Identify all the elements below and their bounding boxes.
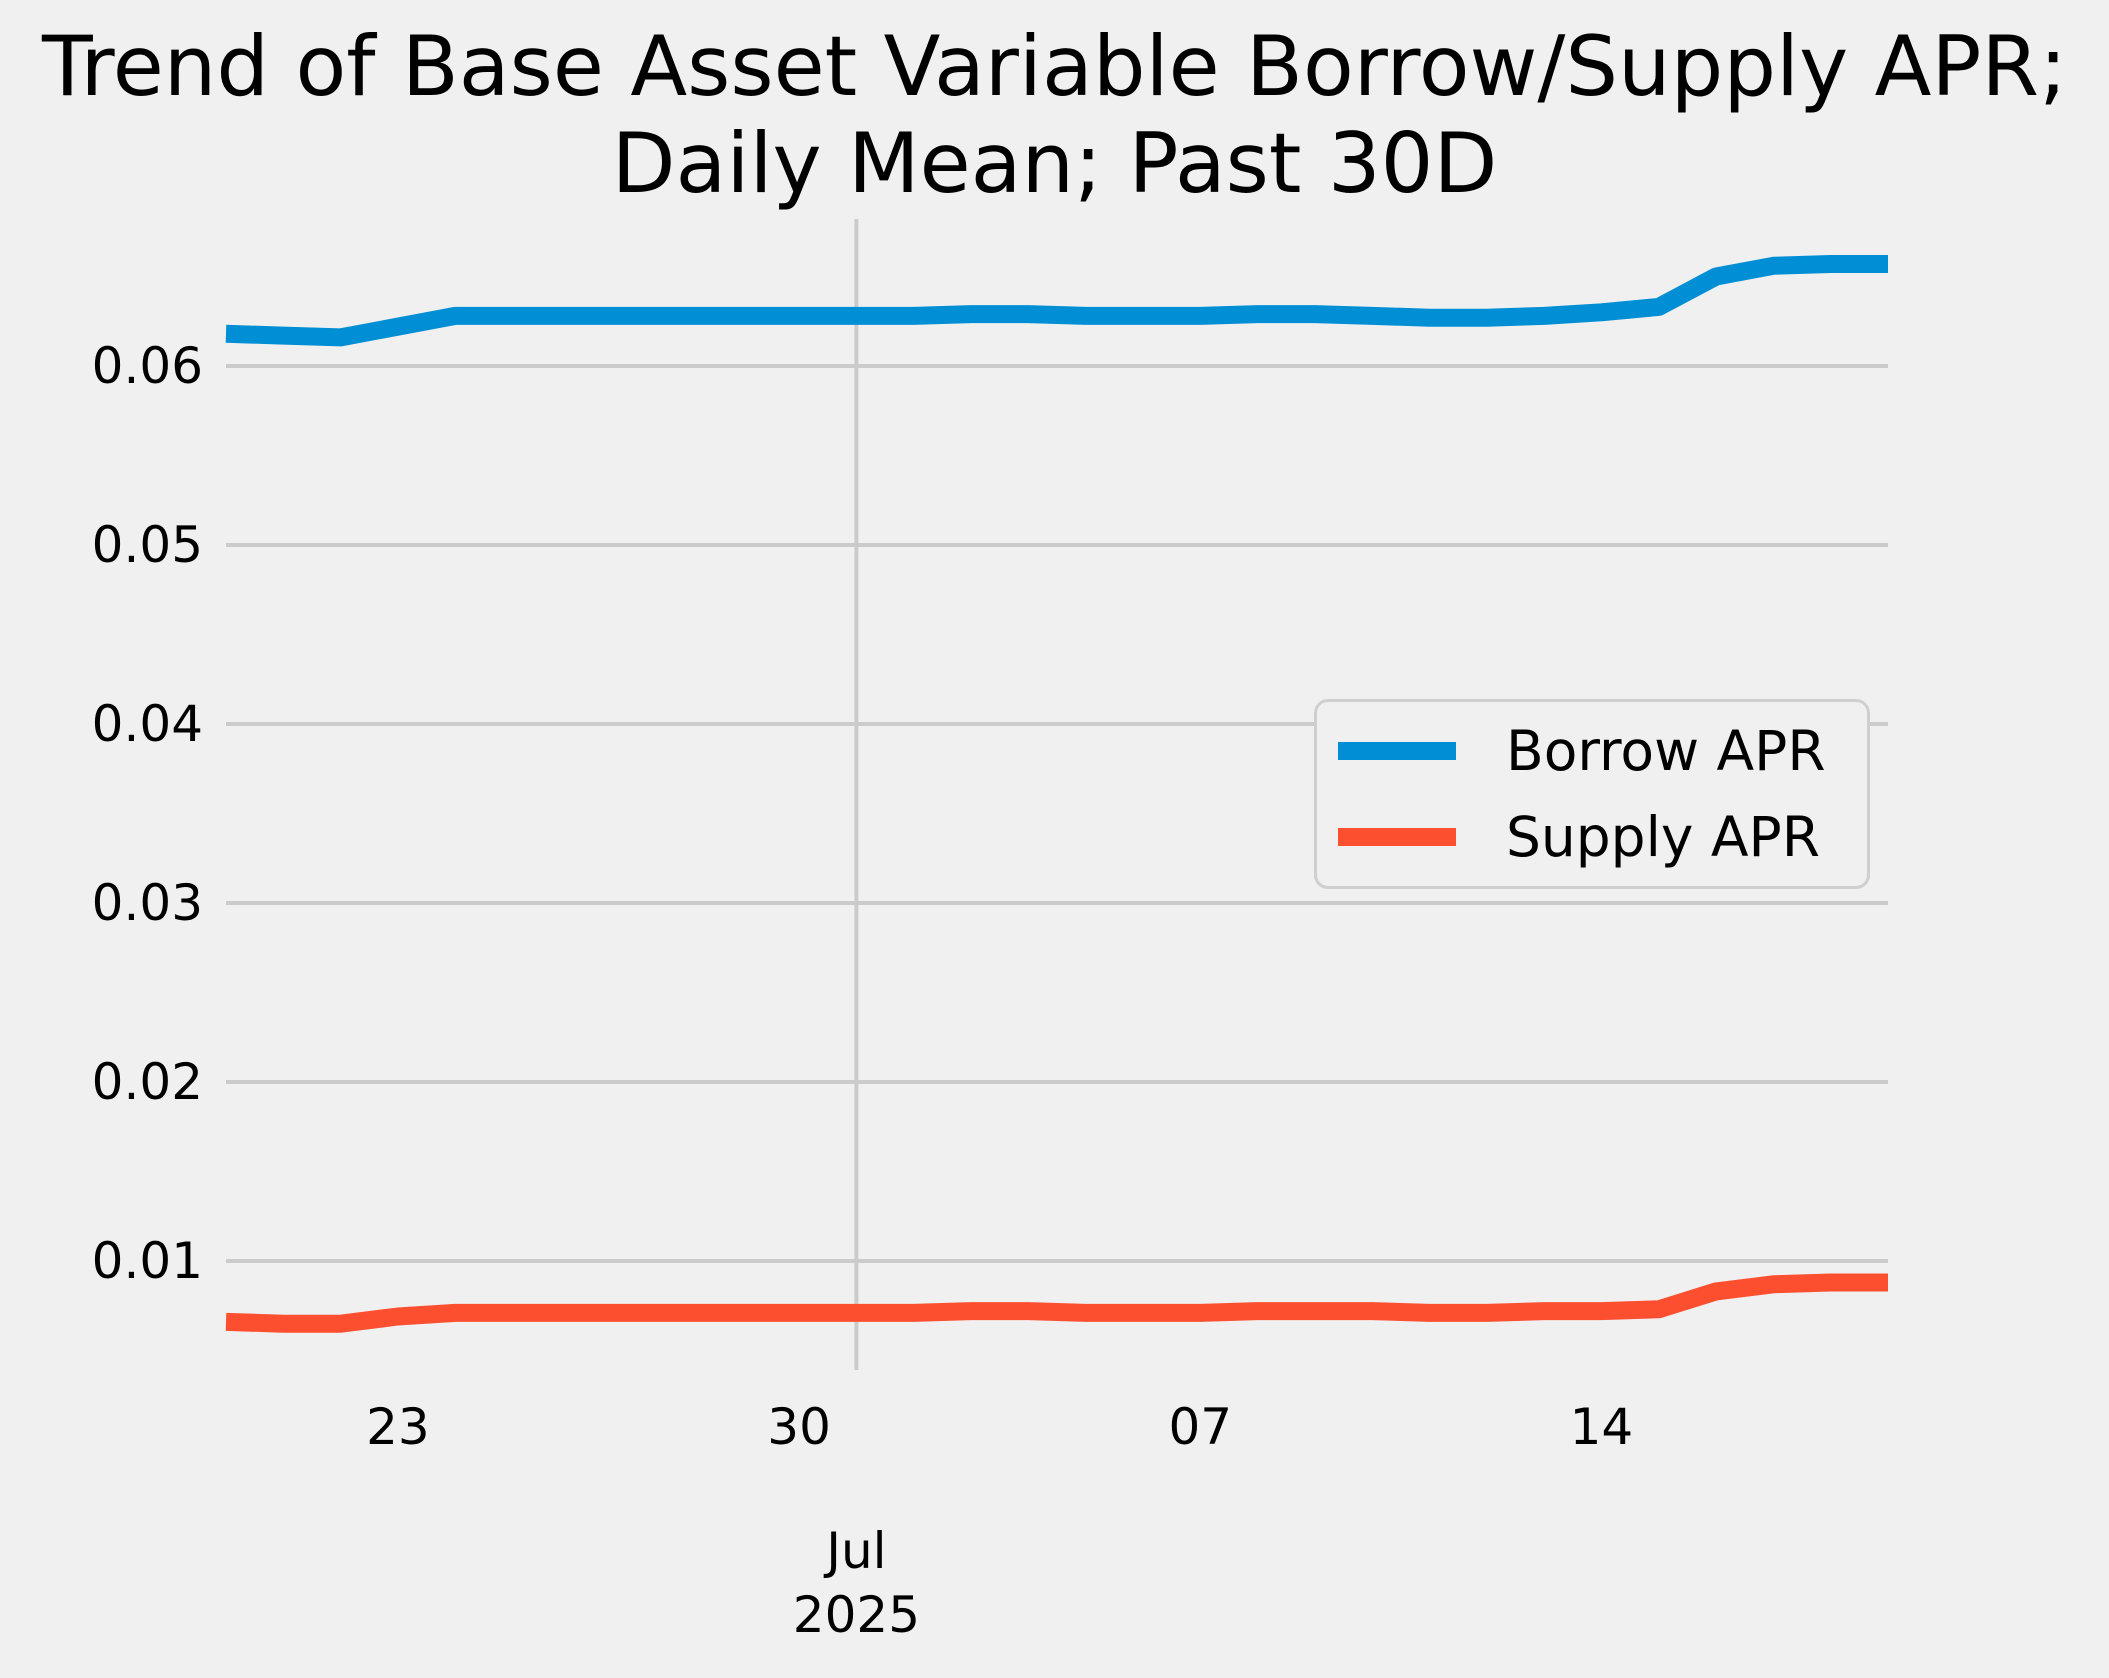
legend-swatch-supply-apr	[1338, 828, 1456, 846]
legend-label: Supply APR	[1506, 805, 1820, 869]
x-axis-month-name: Jul	[826, 1522, 887, 1580]
legend-label: Borrow APR	[1506, 719, 1826, 783]
legend-item: Supply APR	[1338, 797, 1867, 877]
x-axis-month-label: Jul 2025	[793, 1519, 920, 1647]
supply-apr-line	[225, 1273, 1888, 1333]
chart-title-line1: Trend of Base Asset Variable Borrow/Supp…	[41, 18, 2068, 115]
legend-swatch-borrow-apr	[1338, 742, 1456, 760]
chart-title-line2: Daily Mean; Past 30D	[611, 115, 1498, 212]
legend: Borrow APR Supply APR	[1314, 699, 1870, 889]
chart-title: Trend of Base Asset Variable Borrow/Supp…	[0, 18, 2109, 212]
legend-item: Borrow APR	[1338, 711, 1867, 791]
borrow-apr-line	[225, 255, 1888, 347]
x-axis-year: 2025	[792, 1586, 921, 1644]
